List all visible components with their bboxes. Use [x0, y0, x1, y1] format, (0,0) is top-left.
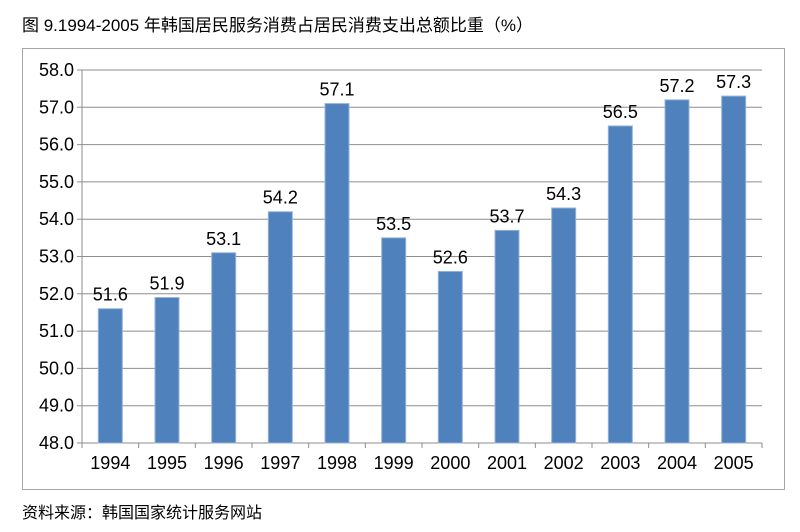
- bar-chart: 48.0 49.0 50.0 51.0 52.0 53.0 54.0 55.0 56.0 57.0…: [39, 60, 763, 473]
- bar-1999: [381, 237, 407, 444]
- y-tick-label: 53.0: [39, 247, 74, 267]
- y-tick-label: 52.0: [39, 284, 74, 304]
- chart-frame: 48.0 49.0 50.0 51.0 52.0 53.0 54.0 55.0 56.0 57.0…: [22, 48, 785, 490]
- x-tick-label: 2005: [714, 453, 754, 473]
- bar-1996: [211, 252, 237, 444]
- x-tick-label: 2001: [487, 453, 527, 473]
- bar-2002: [551, 207, 577, 444]
- x-tick-label: 1995: [147, 453, 187, 473]
- x-tick-label: 2004: [657, 453, 697, 473]
- bar-value-label: 57.2: [659, 76, 694, 96]
- bar-value-label: 56.5: [603, 102, 638, 122]
- y-tick-label: 57.0: [39, 97, 74, 117]
- bar-value-label: 53.5: [376, 214, 411, 234]
- bar-value-label: 53.7: [489, 206, 524, 226]
- bar-1995: [154, 297, 180, 444]
- x-tick-label: 1998: [317, 453, 357, 473]
- source-note: 资料来源：韩国国家统计服务网站: [22, 505, 263, 522]
- y-tick-label: 55.0: [39, 172, 74, 192]
- bar-1998: [324, 103, 350, 444]
- y-tick-label: 50.0: [39, 358, 74, 378]
- x-tick-label: 1994: [90, 453, 130, 473]
- bar-1997: [267, 211, 293, 444]
- bar-2001: [494, 229, 520, 444]
- bar-value-label: 54.2: [263, 188, 298, 208]
- bar-value-label: 51.6: [93, 285, 128, 305]
- y-tick-label: 48.0: [39, 433, 74, 453]
- x-tick-label: 1999: [374, 453, 414, 473]
- x-tick-label: 2002: [544, 453, 584, 473]
- bar-2000: [437, 270, 463, 444]
- bar-2004: [664, 99, 690, 444]
- x-tick-label: 1997: [260, 453, 300, 473]
- x-tick-label: 2000: [430, 453, 470, 473]
- bar-value-label: 52.6: [433, 247, 468, 267]
- bar-1994: [97, 308, 123, 444]
- y-tick-label: 56.0: [39, 135, 74, 155]
- x-tick-label: 1996: [204, 453, 244, 473]
- bar-value-label: 51.9: [149, 274, 184, 294]
- bar-value-label: 53.1: [206, 229, 241, 249]
- bar-value-label: 57.3: [716, 72, 751, 92]
- y-tick-label: 54.0: [39, 209, 74, 229]
- chart-title: 图 9.1994-2005 年韩国居民服务消费占居民消费支出总额比重（%）: [22, 16, 534, 35]
- y-tick-label: 51.0: [39, 321, 74, 341]
- y-tick-label: 58.0: [39, 60, 74, 80]
- bar-2003: [607, 125, 633, 444]
- bar-value-label: 57.1: [319, 80, 354, 100]
- y-tick-label: 49.0: [39, 396, 74, 416]
- x-tick-label: 2003: [600, 453, 640, 473]
- bar-value-label: 54.3: [546, 184, 581, 204]
- bar-2005: [721, 95, 747, 444]
